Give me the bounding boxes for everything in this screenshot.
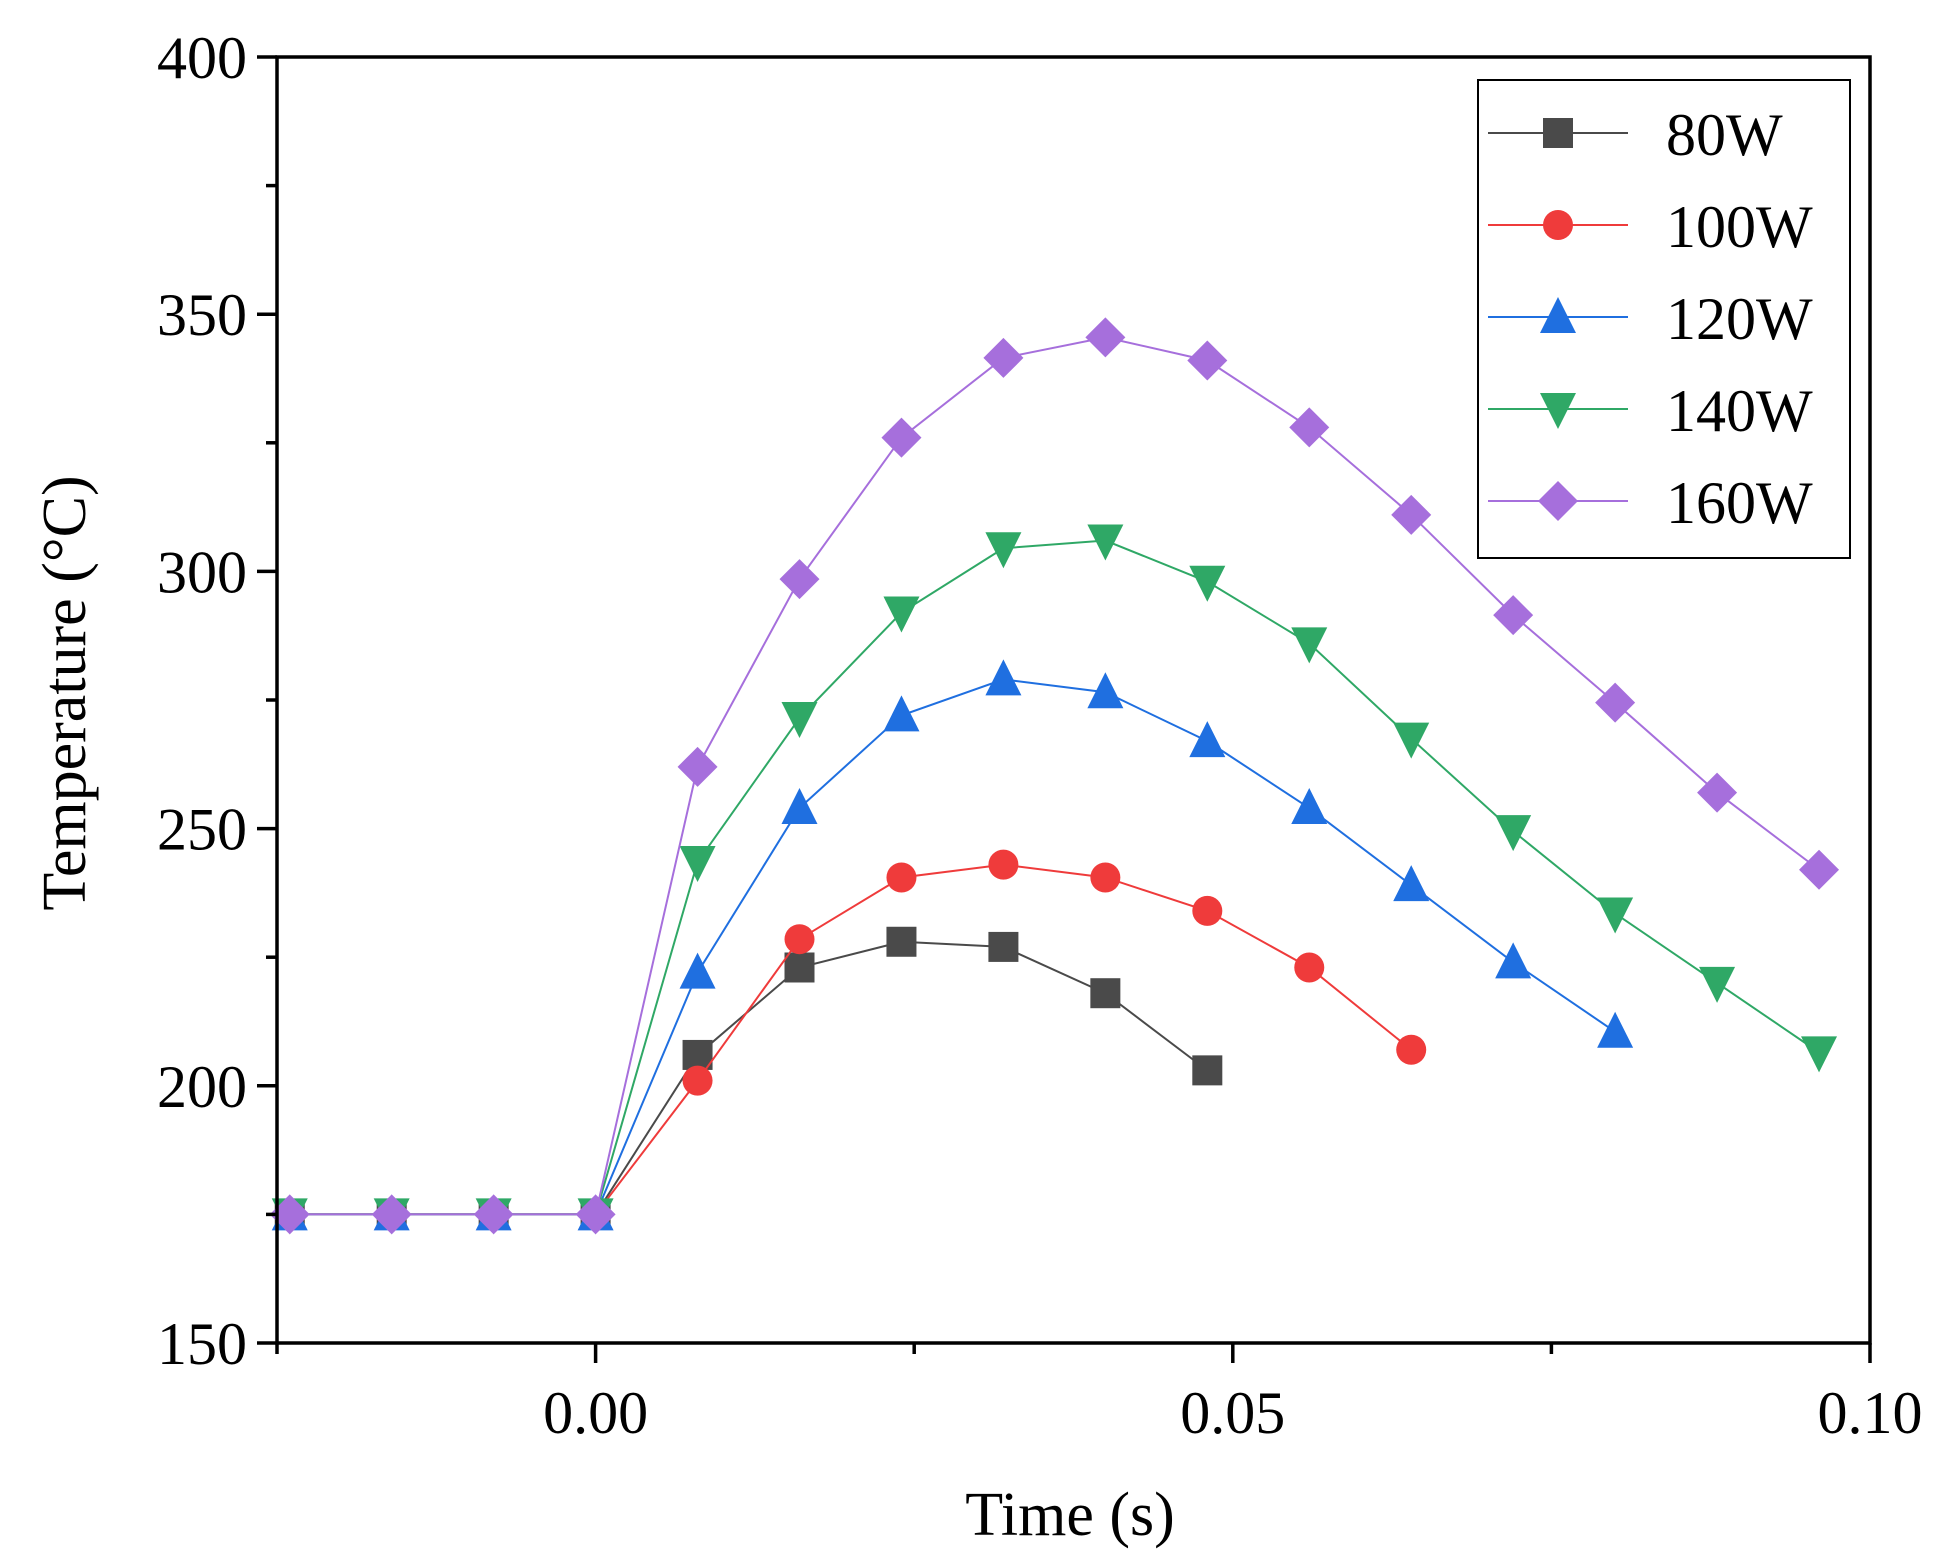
data-point-80W-4 (682, 1039, 713, 1070)
data-point-140W-9 (1189, 565, 1226, 602)
data-point-120W-12 (1495, 942, 1532, 979)
y-axis-title: Temperature (°C) (31, 475, 99, 910)
data-point-160W-5 (779, 559, 820, 600)
series-160W (269, 317, 1840, 1235)
data-point-100W-7 (988, 849, 1019, 880)
data-point-160W-7 (983, 337, 1024, 378)
legend-item-100W: 100W (1488, 194, 1813, 260)
legend-item-140W: 140W (1488, 378, 1813, 444)
legend-marker-160W (1538, 481, 1578, 521)
data-point-140W-4 (679, 846, 716, 883)
legend-marker-140W (1540, 393, 1576, 429)
legend: 80W 100W 120W 140W 160W (1477, 79, 1851, 559)
legend-label: 160W (1666, 470, 1813, 536)
data-point-80W-7 (988, 931, 1019, 962)
axes-layer: 0.00 0.05 0.10 150 200 250 300 350 400 (157, 25, 1923, 1446)
data-point-160W-15 (1799, 849, 1840, 890)
data-point-160W-4 (677, 746, 718, 787)
y-tick-label: 200 (157, 1054, 247, 1120)
y-tick-label: 350 (157, 282, 247, 348)
legend-item-80W: 80W (1488, 102, 1783, 168)
y-tick-label: 150 (157, 1311, 247, 1377)
legend-label: 100W (1666, 194, 1813, 260)
legend-marker-100W (1543, 210, 1573, 240)
legend-label: 140W (1666, 378, 1813, 444)
data-point-100W-10 (1294, 952, 1325, 983)
data-point-160W-0 (269, 1194, 310, 1235)
data-point-140W-6 (883, 596, 920, 633)
data-point-120W-8 (1087, 672, 1124, 709)
data-point-120W-11 (1393, 865, 1430, 902)
data-point-100W-4 (682, 1065, 713, 1096)
data-point-160W-10 (1289, 407, 1330, 448)
legend-label: 120W (1666, 286, 1813, 352)
data-point-80W-6 (886, 926, 917, 957)
x-tick-label: 0.05 (1180, 1380, 1285, 1446)
data-point-140W-7 (985, 532, 1022, 569)
legend-item-160W: 160W (1488, 470, 1813, 536)
data-point-140W-11 (1393, 722, 1430, 759)
data-point-120W-4 (679, 952, 716, 989)
x-tick-label: 0.00 (543, 1380, 648, 1446)
series-line-160W (289, 336, 1820, 1216)
data-point-160W-2 (473, 1194, 514, 1235)
data-point-160W-1 (371, 1194, 412, 1235)
data-point-120W-9 (1189, 721, 1226, 758)
data-point-140W-13 (1597, 897, 1634, 934)
data-point-80W-5 (784, 952, 815, 983)
data-point-160W-6 (881, 417, 922, 458)
data-point-120W-5 (781, 788, 818, 825)
x-tick-label: 0.10 (1818, 1380, 1923, 1446)
data-point-100W-11 (1396, 1034, 1427, 1065)
data-point-140W-8 (1087, 524, 1124, 561)
legend-item-120W: 120W (1488, 286, 1813, 352)
data-point-120W-10 (1291, 788, 1328, 825)
data-point-80W-8 (1090, 978, 1121, 1009)
x-axis-title: Time (s) (965, 1481, 1175, 1549)
data-point-80W-9 (1192, 1055, 1223, 1086)
data-point-120W-13 (1597, 1011, 1634, 1048)
data-point-140W-10 (1291, 627, 1328, 664)
data-point-120W-7 (985, 659, 1022, 696)
y-tick-label: 300 (157, 539, 247, 605)
y-tick-label: 400 (157, 25, 247, 91)
legend-marker-120W (1540, 297, 1576, 333)
data-point-120W-6 (883, 695, 920, 732)
legend-label: 80W (1666, 102, 1783, 168)
data-point-140W-15 (1801, 1036, 1838, 1073)
legend-marker-80W (1543, 118, 1573, 148)
y-tick-label: 250 (157, 797, 247, 863)
data-point-100W-6 (886, 862, 917, 893)
data-point-160W-3 (575, 1194, 616, 1235)
data-point-160W-12 (1493, 595, 1534, 636)
data-point-140W-5 (781, 702, 818, 739)
data-point-140W-12 (1495, 815, 1532, 852)
legend-box (1477, 79, 1851, 559)
data-point-100W-9 (1192, 895, 1223, 926)
data-point-160W-11 (1391, 494, 1432, 535)
data-point-100W-8 (1090, 862, 1121, 893)
data-point-160W-8 (1085, 317, 1126, 358)
series-layer (269, 317, 1840, 1235)
data-point-160W-13 (1595, 682, 1636, 723)
data-point-160W-14 (1697, 772, 1738, 813)
data-point-100W-5 (784, 924, 815, 955)
data-point-140W-14 (1699, 966, 1736, 1003)
data-point-160W-9 (1187, 340, 1228, 381)
